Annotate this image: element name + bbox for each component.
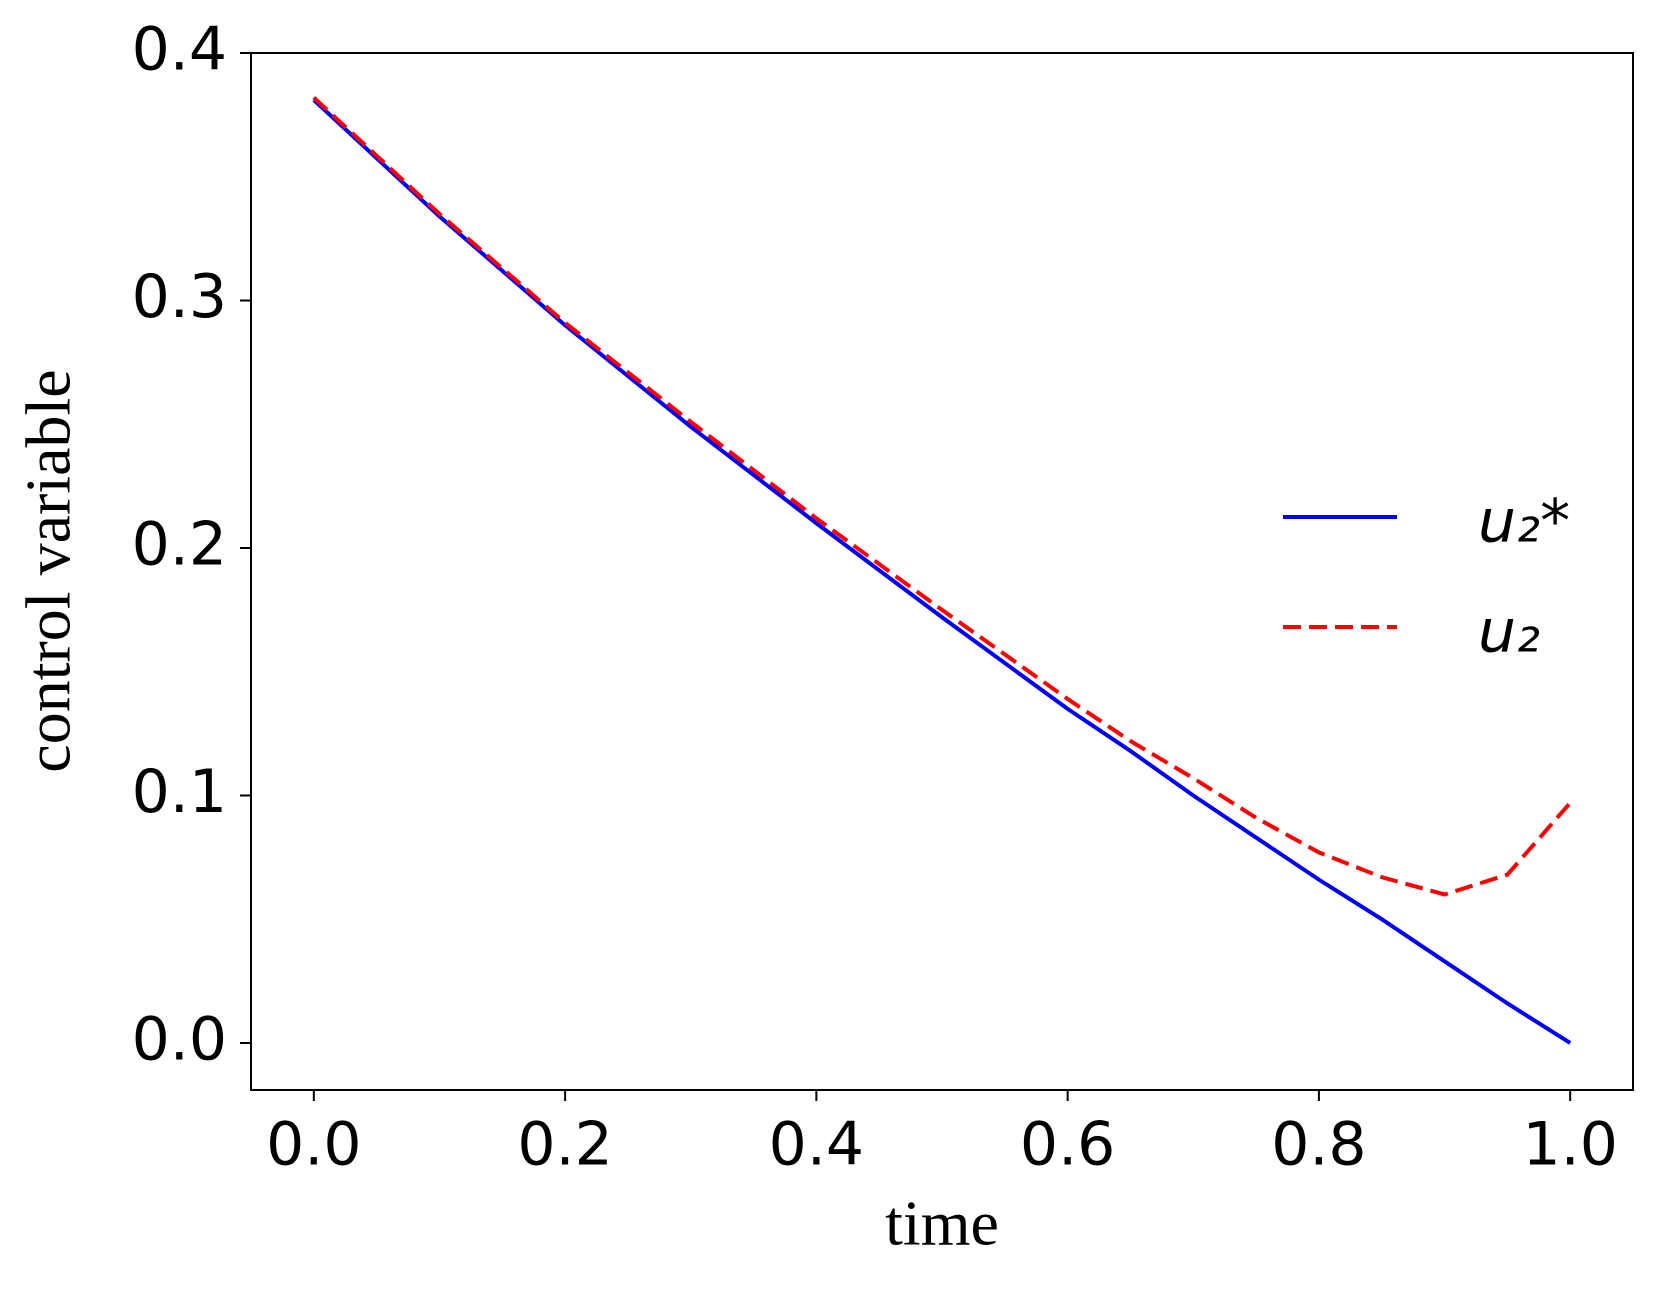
y-tick-label: 0.4 xyxy=(132,15,227,85)
x-tick-label: 0.4 xyxy=(769,1110,864,1180)
y-tick-label: 0.0 xyxy=(132,1005,227,1075)
y-axis-label: control variable xyxy=(13,369,84,772)
x-axis-label: time xyxy=(885,1188,999,1259)
x-tick-label: 1.0 xyxy=(1522,1110,1617,1180)
legend-label: u₂* xyxy=(1478,487,1570,557)
series-line xyxy=(312,96,1572,897)
legend-label: u₂ xyxy=(1478,597,1540,667)
x-tick-label: 0.2 xyxy=(517,1110,612,1180)
x-tick-label: 0.8 xyxy=(1271,1110,1366,1180)
x-tick-label: 0.0 xyxy=(266,1110,361,1180)
y-tick-label: 0.2 xyxy=(132,510,227,580)
plot-frame xyxy=(250,52,1634,1091)
y-tick-label: 0.1 xyxy=(132,757,227,827)
x-tick-label: 0.6 xyxy=(1020,1110,1115,1180)
y-tick-label: 0.3 xyxy=(132,262,227,332)
series-line xyxy=(312,98,1572,1045)
